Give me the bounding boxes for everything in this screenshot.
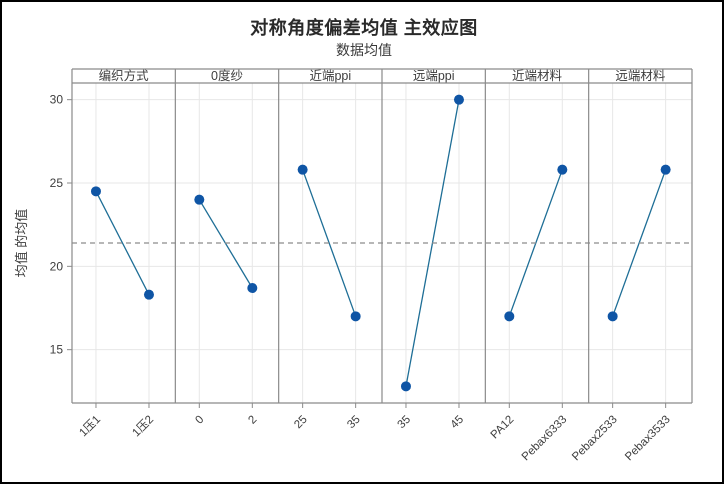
- x-tick-label: PA12: [489, 414, 517, 442]
- x-tick-label: 25: [292, 414, 310, 432]
- x-tick-label: 0: [193, 414, 206, 427]
- data-point: [194, 194, 205, 205]
- x-tick-label: Pebax2533: [570, 414, 620, 464]
- data-point: [557, 164, 568, 175]
- panel-header-label: 远端ppi: [413, 69, 455, 83]
- panel-header-label: 近端材料: [512, 69, 563, 83]
- x-tick-label: 35: [396, 414, 414, 432]
- panel-header-label: 编织方式: [99, 68, 150, 83]
- data-point: [660, 164, 671, 175]
- series-line: [302, 169, 357, 317]
- x-tick-label: 1压2: [130, 413, 156, 439]
- data-point: [607, 311, 618, 322]
- panel-header-label: 远端材料: [615, 69, 666, 83]
- chart-subtitle: 数据均值: [336, 42, 392, 58]
- data-point: [90, 186, 101, 197]
- series-line: [95, 191, 150, 295]
- data-point: [247, 283, 258, 293]
- y-tick-label: 30: [50, 93, 64, 107]
- x-tick-label: Pebax6333: [520, 414, 570, 464]
- y-tick-label: 20: [50, 259, 64, 273]
- x-tick-label: 1压1: [77, 413, 103, 439]
- y-axis-label: 均值 的均值: [14, 209, 29, 278]
- y-tick-label: 25: [50, 176, 64, 190]
- data-point: [297, 164, 308, 175]
- chart-title: 对称角度偏差均值 主效应图: [250, 18, 478, 38]
- panel-header-label: 0度纱: [211, 68, 243, 83]
- data-point: [504, 311, 515, 322]
- series-line: [198, 199, 253, 289]
- data-point: [453, 94, 464, 105]
- x-tick-label: 2: [246, 414, 259, 427]
- data-point: [400, 381, 411, 392]
- panel-header-label: 近端ppi: [309, 69, 351, 83]
- x-tick-label: 35: [345, 414, 363, 432]
- data-point: [350, 311, 361, 322]
- x-tick-label: Pebax3533: [623, 414, 673, 464]
- y-tick-label: 15: [50, 343, 64, 357]
- data-point: [143, 289, 154, 300]
- x-tick-label: 45: [449, 414, 467, 432]
